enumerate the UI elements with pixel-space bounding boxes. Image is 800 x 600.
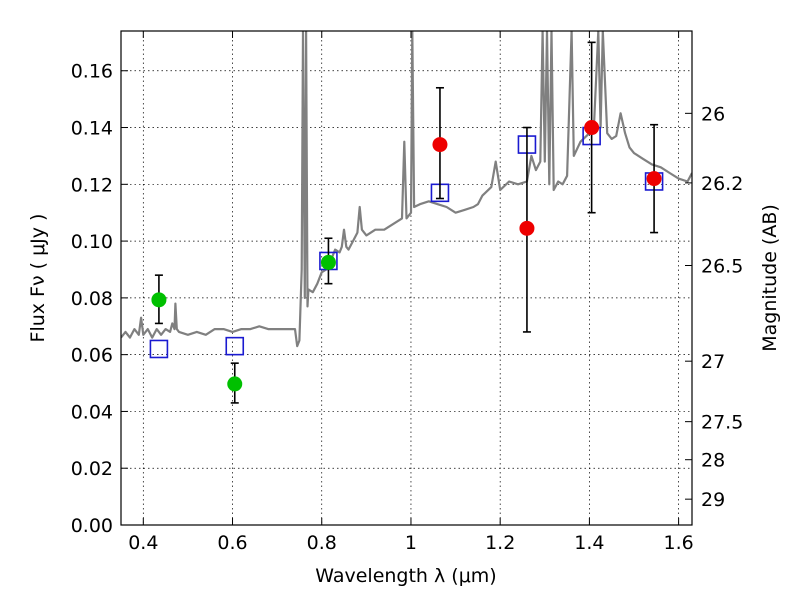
x-axis-label: Wavelength λ (μm): [315, 565, 496, 587]
ticks: 0.4 0.6 0.8 1 1.2 1.4 1.6 0.00 0.02 0.04 0.06 0.08 0…: [71, 31, 743, 554]
observed-point: [320, 254, 336, 270]
y-tick-label: 0.06: [71, 345, 113, 367]
y-tick-label: 0.16: [71, 61, 113, 83]
observed-point: [151, 292, 167, 308]
sed-model-line: [121, 31, 692, 348]
observed-point: [432, 137, 448, 153]
y-tick-label: 0.00: [71, 515, 113, 537]
observed-point: [646, 171, 662, 187]
model-photometry-square: [149, 339, 169, 359]
y-tick-label: 0.14: [71, 118, 113, 140]
plot-area: [121, 31, 692, 404]
y-tick-label: 0.02: [71, 458, 113, 480]
observed-point: [519, 220, 535, 236]
x-tick-label: 1: [405, 532, 417, 554]
right-tick-label: 26.5: [701, 256, 743, 278]
x-tick-label: 0.4: [128, 532, 158, 554]
observed-point: [227, 376, 243, 392]
right-axis-label: Magnitude (AB): [759, 204, 781, 352]
right-tick-label: 27: [701, 351, 725, 373]
right-tick-label: 26: [701, 103, 725, 125]
right-tick-label: 29: [701, 489, 725, 511]
x-tick-label: 1.2: [485, 532, 515, 554]
x-tick-label: 0.6: [217, 532, 247, 554]
right-tick-label: 27.5: [701, 412, 743, 434]
model-photometry-square: [225, 336, 245, 356]
y-axis-label: Flux Fν ( μJy ): [27, 214, 49, 343]
y-tick-label: 0.12: [71, 174, 113, 196]
y-tick-label: 0.04: [71, 401, 113, 423]
x-tick-label: 0.8: [307, 532, 337, 554]
x-tick-label: 1.4: [574, 532, 604, 554]
y-tick-label: 0.08: [71, 288, 113, 310]
y-tick-label: 0.10: [71, 231, 113, 253]
plot-frame: [120, 30, 693, 526]
observed-point: [584, 120, 600, 136]
right-tick-label: 26.2: [701, 173, 743, 195]
right-tick-label: 28: [701, 450, 725, 472]
x-tick-label: 1.6: [664, 532, 694, 554]
